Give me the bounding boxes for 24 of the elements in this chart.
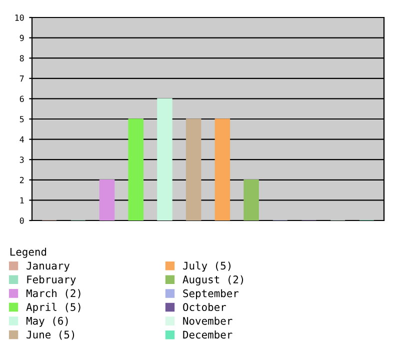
- legend-label: February: [27, 275, 76, 286]
- legend-label: June (5): [26, 330, 74, 340]
- y-tick-label: 9: [20, 34, 24, 42]
- y-tick-label: 0: [20, 218, 24, 224]
- legend-label: October: [183, 302, 226, 312]
- legend-title: Legend: [10, 248, 46, 258]
- legend-label: July (5): [183, 262, 230, 272]
- y-tick-label: 6: [20, 96, 24, 102]
- y-tick-label: 2: [20, 176, 24, 184]
- legend-label: December: [183, 330, 232, 339]
- y-tick-label: 10: [15, 14, 24, 21]
- legend-label: August (2): [182, 275, 244, 286]
- legend-label: March (2): [26, 289, 80, 298]
- y-tick-label: 8: [20, 55, 24, 62]
- y-tick-label: 3: [20, 156, 24, 163]
- y-tick-label: 5: [20, 116, 24, 122]
- legend-label: September: [183, 289, 239, 300]
- y-tick-label: 4: [20, 136, 24, 142]
- legend-label: May (6): [26, 316, 68, 327]
- y-tick-label: 7: [20, 76, 24, 82]
- y-tick-label: 1: [20, 197, 24, 204]
- legend-label: April (5): [26, 302, 80, 313]
- legend-label: November: [183, 316, 232, 325]
- legend-label: January: [26, 262, 70, 272]
